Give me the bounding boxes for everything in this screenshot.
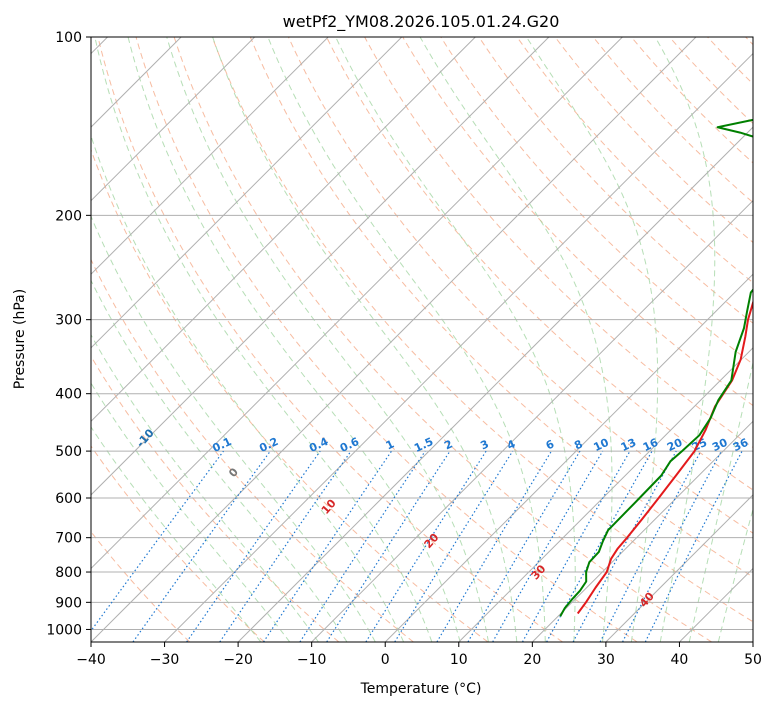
- mixing-ratio-line: [299, 450, 426, 642]
- mixing-ratio-label: 30: [710, 436, 730, 454]
- mixing-ratio-label: 13: [619, 436, 638, 454]
- dry-adiabat-line: [326, 37, 753, 491]
- x-tick-label: 20: [523, 652, 541, 668]
- isotherm-line: [164, 52, 753, 642]
- temperature-profile-line: [576, 300, 753, 615]
- mixing-ratio-line: [521, 450, 631, 642]
- chart-title: wetPf2_YM08.2026.105.01.24.G20: [283, 12, 560, 32]
- x-tick-label: −10: [297, 652, 327, 668]
- x-tick-label: 0: [381, 652, 390, 668]
- isotherm-line: [384, 273, 753, 642]
- mixing-ratio-label: 36: [731, 436, 751, 454]
- moist-adiabat-line: [526, 37, 659, 642]
- mixing-ratio-line: [326, 450, 451, 642]
- mixing-ratio-line: [186, 450, 321, 642]
- dry-adiabat-line: [91, 355, 340, 642]
- mixing-ratio-line: [219, 450, 352, 642]
- isotherm-line: [311, 199, 753, 642]
- dewpoint-profile-line: [559, 118, 753, 617]
- isotherm-line: [91, 37, 256, 202]
- mixing-ratio-line: [644, 450, 743, 642]
- mixing-ratio-line: [263, 450, 393, 642]
- moist-adiabat-line: [166, 37, 489, 642]
- x-tick-label: 50: [744, 652, 762, 668]
- plot-frame: [90, 36, 754, 643]
- isotherm-line: [91, 37, 329, 275]
- y-tick-label: 600: [55, 491, 82, 507]
- moist-adiabat-line: [212, 37, 518, 642]
- dry-adiabat-line: [249, 37, 753, 578]
- y-tick-label: 800: [55, 565, 82, 581]
- moist-adiabat-line: [91, 333, 319, 642]
- dry-adiabat-line: [97, 37, 563, 642]
- x-tick-label: −20: [223, 652, 253, 668]
- isotherm-line: [237, 126, 753, 642]
- moist-adiabat-line: [654, 37, 716, 642]
- moist-adiabat-line: [91, 134, 405, 642]
- y-tick-label: 1000: [46, 622, 82, 638]
- isotherm-line: [91, 37, 403, 349]
- y-axis-title: Pressure (hPa): [12, 289, 28, 389]
- isotherm-line: [91, 37, 697, 642]
- moist-adiabat-line: [688, 360, 753, 642]
- isotherm-line: [458, 347, 753, 642]
- isotherm-line: [531, 420, 753, 642]
- moist-adiabat-line: [127, 37, 461, 642]
- x-tick-label: −30: [150, 652, 180, 668]
- y-tick-label: 900: [55, 595, 82, 611]
- y-tick-label: 500: [55, 444, 82, 460]
- axes: −40 −30 −20 −10 0 10 20 30 40 50 100 200 300 400 500 60…: [46, 30, 762, 668]
- mixing-ratio-line: [394, 450, 514, 642]
- dry-adiabat-line: [91, 445, 265, 642]
- y-tick-label: 400: [55, 387, 82, 403]
- isotherm-line: [605, 494, 753, 642]
- mixing-ratio-line: [132, 450, 271, 642]
- x-tick-label: 10: [450, 652, 468, 668]
- y-tick-label: 300: [55, 313, 82, 329]
- moist-adiabat-line: [267, 37, 546, 642]
- mixing-ratio-label: 10: [591, 436, 611, 454]
- x-tick-label: 40: [671, 652, 689, 668]
- y-tick-label: 100: [55, 30, 82, 46]
- isotherm-line: [91, 37, 550, 496]
- dry-adiabat-line: [211, 37, 753, 623]
- mixing-ratio-label: 20: [665, 436, 685, 454]
- mixing-ratio-line: [91, 450, 225, 632]
- x-tick-label: −40: [76, 652, 106, 668]
- moist-adiabat-line: [91, 215, 376, 642]
- mixing-ratio-label: 16: [641, 436, 661, 454]
- dry-adiabat-line: [173, 37, 713, 642]
- mixing-ratio-line: [572, 450, 677, 642]
- x-axis-title: Temperature (°C): [360, 681, 482, 697]
- moist-adiabat-line: [91, 426, 262, 642]
- dry-adiabat-line: [91, 258, 414, 642]
- moist-adiabat-line: [335, 37, 576, 642]
- isotherm-line: [91, 37, 623, 570]
- moist-adiabat-line: [91, 382, 291, 642]
- moist-adiabat-line: [717, 507, 753, 642]
- x-tick-label: 30: [597, 652, 615, 668]
- y-tick-label: 200: [55, 208, 82, 224]
- isotherm-line: [91, 37, 476, 423]
- y-tick-label: 700: [55, 531, 82, 547]
- moist-adiabat-line: [94, 37, 433, 642]
- dry-adiabat-line: [287, 37, 753, 534]
- moist-adiabat-line: [419, 37, 613, 642]
